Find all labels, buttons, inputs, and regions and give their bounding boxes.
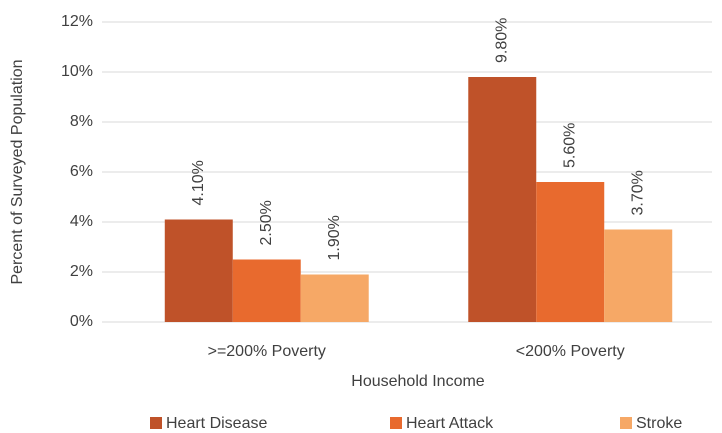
- y-tick-label: 0%: [70, 313, 93, 330]
- y-tick-label: 8%: [70, 113, 93, 130]
- data-label: 2.50%: [258, 200, 275, 245]
- data-label: 9.80%: [493, 18, 510, 63]
- data-label: 1.90%: [326, 215, 343, 260]
- legend-label: Heart Attack: [406, 415, 494, 432]
- y-axis-title: Percent of Surveyed Population: [9, 59, 26, 284]
- legend-label: Stroke: [636, 415, 682, 432]
- legend-swatch: [390, 417, 402, 429]
- x-axis-title: Household Income: [351, 373, 485, 390]
- bar: [604, 229, 673, 322]
- legend-swatch: [150, 417, 162, 429]
- y-tick-label: 4%: [70, 213, 93, 230]
- bar: [300, 274, 369, 322]
- y-tick-label: 12%: [61, 13, 93, 30]
- bar: [536, 182, 605, 322]
- legend-label: Heart Disease: [166, 415, 267, 432]
- bar: [164, 219, 233, 322]
- x-tick-label: <200% Poverty: [516, 343, 625, 360]
- y-tick-label: 10%: [61, 63, 93, 80]
- data-label: 4.10%: [190, 160, 207, 205]
- bar: [232, 259, 301, 322]
- y-tick-label: 6%: [70, 163, 93, 180]
- data-label: 5.60%: [561, 123, 578, 168]
- y-tick-label: 2%: [70, 263, 93, 280]
- bar: [468, 77, 537, 322]
- data-label: 3.70%: [629, 170, 646, 215]
- legend-swatch: [620, 417, 632, 429]
- x-tick-label: >=200% Poverty: [208, 343, 326, 360]
